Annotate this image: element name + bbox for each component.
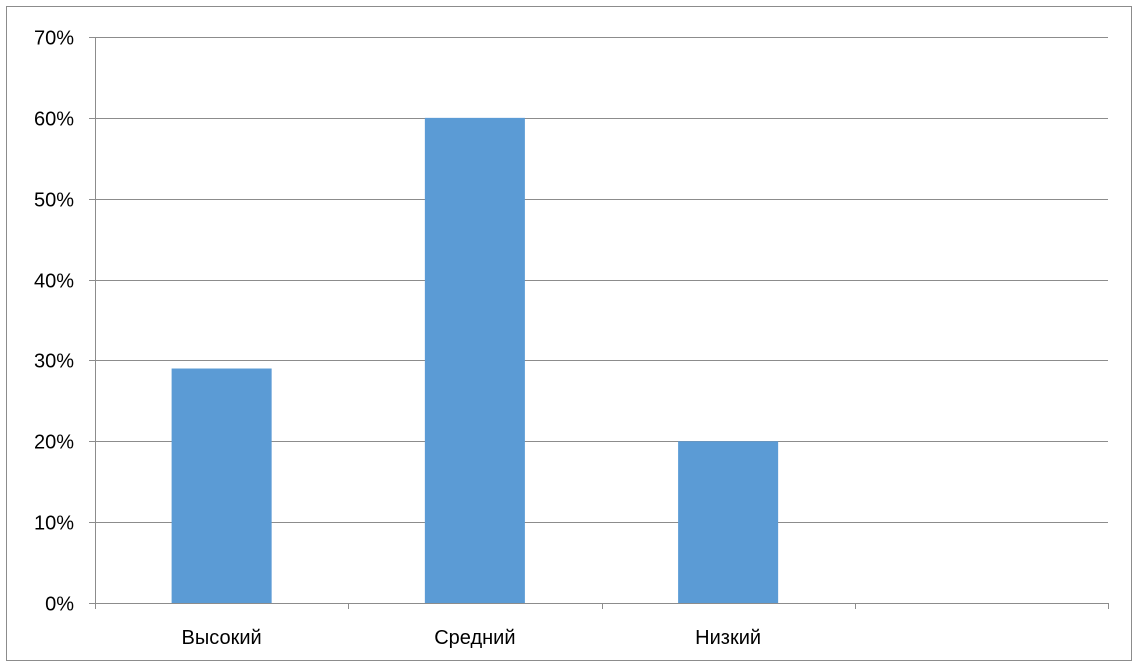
bar — [678, 441, 779, 603]
y-tick-label: 50% — [34, 190, 74, 212]
bars — [171, 117, 779, 603]
x-tick-label: Высокий — [182, 627, 262, 649]
y-tick-label: 70% — [34, 28, 74, 50]
y-tick-label: 10% — [34, 513, 74, 535]
x-axis-tick-labels: Высокий Средний Низкий — [182, 627, 762, 649]
y-axis-tick-labels: 0% 10% 20% 30% 40% 50% 60% 70% — [34, 28, 74, 616]
x-tick-label: Средний — [434, 627, 515, 649]
axes — [89, 37, 1109, 609]
y-tick-label: 0% — [45, 594, 74, 616]
bar — [171, 368, 272, 603]
y-tick-label: 40% — [34, 271, 74, 293]
y-tick-label: 20% — [34, 432, 74, 454]
y-tick-label: 60% — [34, 109, 74, 131]
x-tick-label: Низкий — [695, 627, 761, 649]
bar — [424, 117, 525, 603]
y-tick-label: 30% — [34, 351, 74, 373]
chart-frame: 0% 10% 20% 30% 40% 50% 60% 70% Высокий Средний Ни… — [6, 6, 1132, 661]
bar-chart: 0% 10% 20% 30% 40% 50% 60% 70% Высокий Средний Ни… — [34, 28, 1109, 649]
